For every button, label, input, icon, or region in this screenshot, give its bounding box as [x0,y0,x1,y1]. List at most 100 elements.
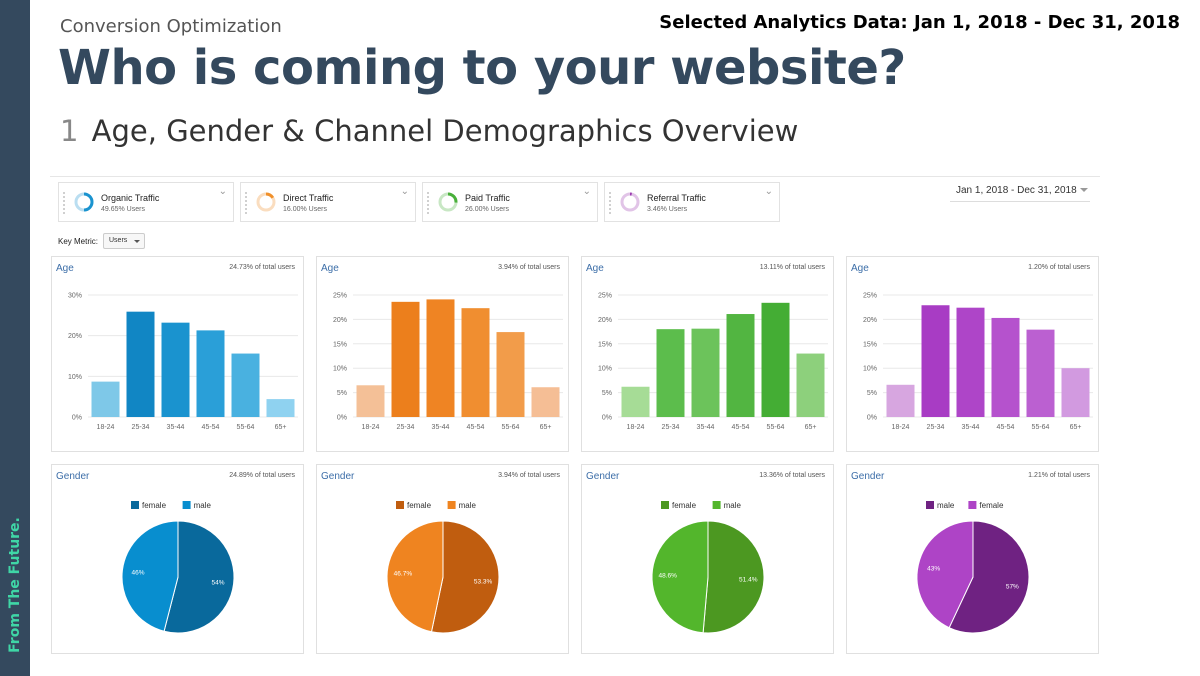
age-bar-35-44[interactable] [426,299,455,417]
age-bar-18-24[interactable] [356,385,385,417]
x-tick-label: 18-24 [627,424,645,431]
age-bar-65+[interactable] [531,387,560,417]
pie-slice-female[interactable] [702,520,765,634]
age-bar-18-24[interactable] [886,384,915,417]
age-bar-25-34[interactable] [391,301,420,417]
panel-title[interactable]: Age [586,263,604,274]
age-bar-chart: 0% 5% 10% 15% 20% 25% 18-24 25-34 35-44 45-54 55-6… [598,293,828,431]
gender-chart-panel-3: Gender 13.36% of total users female male 51.… [581,464,834,654]
pie-slice-male[interactable] [651,520,709,634]
date-range-selector[interactable]: Jan 1, 2018 - Dec 31, 2018 [950,184,1090,202]
pie-slice-label: 53.3% [474,579,493,586]
date-range-label: Jan 1, 2018 - Dec 31, 2018 [956,185,1077,196]
pie-slice-female[interactable] [430,520,500,634]
gender-pie-chart: male female 57% 43% [916,501,1030,634]
key-metric-select[interactable]: Users [103,233,145,249]
drag-handle-icon[interactable] [244,191,248,215]
x-tick-label: 55-64 [1032,424,1050,431]
pie-slice-male[interactable] [948,520,1030,634]
chevron-down-icon[interactable]: ⌄ [400,186,409,197]
panel-title[interactable]: Age [321,263,339,274]
age-bar-45-54[interactable] [991,317,1020,417]
x-tick-label: 45-54 [732,424,750,431]
segment-ring-icon [438,192,458,212]
panel-title[interactable]: Age [851,263,869,274]
x-tick-label: 35-44 [962,424,980,431]
age-bar-65+[interactable] [796,353,825,417]
age-bar-55-64[interactable] [1026,329,1055,417]
y-tick-label: 15% [333,341,347,348]
x-tick-label: 18-24 [892,424,910,431]
segment-chip-3[interactable]: Paid Traffic 26.00% Users ⌄ [422,182,598,222]
y-tick-label: 20% [333,317,347,324]
panel-share-note: 1.20% of total users [1028,264,1090,271]
x-tick-label: 35-44 [167,424,185,431]
age-bar-55-64[interactable] [761,302,790,417]
x-tick-label: 65+ [275,424,287,431]
pie-slice-male[interactable] [386,520,444,633]
side-bar [0,0,30,676]
panel-title[interactable]: Age [56,263,74,274]
panel-title[interactable]: Gender [321,471,355,482]
segment-chip-1[interactable]: Organic Traffic 49.65% Users ⌄ [58,182,234,222]
y-tick-label: 20% [863,317,877,324]
gender-pie-chart: female male 53.3% 46.7% [386,501,500,634]
x-tick-label: 25-34 [927,424,945,431]
panel-share-note: 13.11% of total users [759,264,825,271]
drag-handle-icon[interactable] [62,191,66,215]
age-bar-18-24[interactable] [91,381,120,417]
pie-slice-male[interactable] [121,520,179,632]
pie-slice-label: 43% [927,566,940,573]
panel-title[interactable]: Gender [586,471,620,482]
age-bar-18-24[interactable] [621,386,650,417]
y-tick-label: 10% [68,374,82,381]
age-chart-panel-2: Age 3.94% of total users 0% 5% 10% 15% 20% 25% 1… [316,256,569,452]
age-bar-45-54[interactable] [461,308,490,417]
x-tick-label: 18-24 [97,424,115,431]
chevron-down-icon[interactable]: ⌄ [764,186,773,197]
legend-label: male [937,501,955,510]
legend-swatch [712,501,721,509]
pie-slice-female[interactable] [163,520,235,634]
age-bar-35-44[interactable] [161,322,190,417]
age-bar-65+[interactable] [266,399,295,417]
x-tick-label: 45-54 [202,424,220,431]
legend-swatch [182,501,191,509]
age-bar-25-34[interactable] [126,311,155,417]
x-tick-label: 25-34 [132,424,150,431]
age-bar-25-34[interactable] [656,329,685,417]
x-tick-label: 25-34 [397,424,415,431]
segment-ring-icon [256,192,276,212]
drag-handle-icon[interactable] [608,191,612,215]
drag-handle-icon[interactable] [426,191,430,215]
legend-label: female [979,501,1004,510]
y-tick-label: 5% [602,390,612,397]
age-bar-25-34[interactable] [921,305,950,417]
segment-chip-2[interactable]: Direct Traffic 16.00% Users ⌄ [240,182,416,222]
chevron-down-icon[interactable]: ⌄ [582,186,591,197]
chevron-down-icon[interactable]: ⌄ [218,186,227,197]
age-bar-55-64[interactable] [231,353,260,417]
pie-slice-female[interactable] [916,520,974,629]
age-bar-45-54[interactable] [726,314,755,417]
gender-chart-panel-1: Gender 24.89% of total users female male 54%… [51,464,304,654]
legend-label: male [194,501,212,510]
age-bar-35-44[interactable] [956,307,985,417]
legend-swatch [447,501,456,509]
subtitle-text: Age, Gender & Channel Demographics Overv… [91,114,799,148]
age-bar-35-44[interactable] [691,328,720,417]
panel-share-note: 13.36% of total users [759,472,825,479]
y-tick-label: 20% [598,317,612,324]
age-bar-65+[interactable] [1061,368,1090,417]
segment-ring-icon [74,192,94,212]
panel-title[interactable]: Gender [56,471,90,482]
y-tick-label: 5% [337,390,347,397]
dropdown-arrow-icon [134,240,140,243]
panel-title[interactable]: Gender [851,471,885,482]
panel-share-note: 3.94% of total users [498,472,560,479]
x-tick-label: 45-54 [997,424,1015,431]
age-bar-55-64[interactable] [496,332,525,417]
age-bar-45-54[interactable] [196,330,225,417]
y-tick-label: 0% [602,415,612,422]
segment-chip-4[interactable]: Referral Traffic 3.46% Users ⌄ [604,182,780,222]
